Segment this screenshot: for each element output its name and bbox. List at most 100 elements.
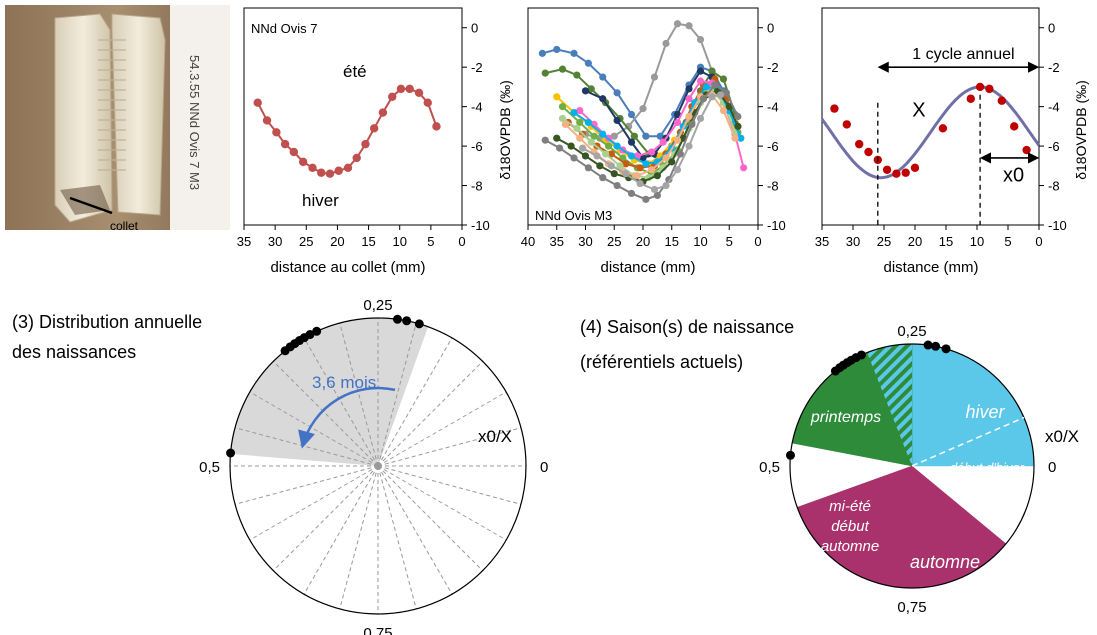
chart-2-point [602, 150, 610, 158]
chart-2-point [673, 20, 682, 28]
circle-3-ray [339, 322, 379, 467]
chart-2-point [636, 164, 644, 172]
chart-2-point [613, 116, 621, 125]
chart-1-point [423, 98, 432, 107]
chart-3-point [975, 82, 985, 92]
circle-3-ray [249, 391, 379, 467]
chart-2-point [558, 65, 567, 73]
chart-2-point [717, 91, 725, 99]
circle-4-axis-label: x0/X [1045, 427, 1079, 446]
chart-2-x-tick-label: 15 [665, 234, 679, 249]
chart-2-point [685, 95, 693, 103]
circle-3-ray [377, 465, 507, 541]
chart-2-point [642, 132, 650, 140]
chart-3-marks: 1 cycle annuel Xx0 [820, 46, 1041, 225]
chart-2-x-tick-label: 10 [693, 234, 707, 249]
chart-1-y-tick-label: -2 [471, 60, 483, 75]
circle-4-outline [789, 343, 1035, 589]
circle-3-birth-point [392, 314, 402, 324]
chart-3-point [830, 104, 839, 113]
chart-2-point [587, 85, 595, 93]
chart-2-point [673, 110, 682, 119]
chart-2-y-tick-label: -6 [767, 139, 779, 154]
chart-2-point [567, 142, 575, 150]
chart-2-point [610, 132, 618, 140]
circle-3-ray [234, 465, 379, 505]
circle-3-tick-labels: 0 0,25 0,5 0,75 [199, 297, 548, 635]
chart-2-point [653, 191, 661, 200]
circle-3-tick-label: 0,25 [363, 297, 392, 314]
circle-4-season-label-line: automne [821, 538, 879, 555]
chart-2-x-tick-label: 0 [754, 234, 761, 249]
chart-2-point [708, 93, 716, 101]
chart-2-point [673, 136, 682, 144]
chart-2-point [584, 164, 592, 172]
chart-1-point [308, 163, 317, 172]
circle-3-ray [303, 337, 379, 467]
chart-2-point [576, 134, 584, 142]
tooth-crown-right [111, 13, 166, 216]
chart-2-x-tick-label: 30 [578, 234, 592, 249]
circle-4-sub-label: début d'hiver [950, 460, 1025, 475]
chart-2-point [636, 179, 644, 188]
chart-2-point [685, 142, 693, 150]
chart-3-point [901, 168, 910, 177]
chart-2-point [556, 144, 564, 152]
chart-3-xlabel: distance (mm) [883, 259, 978, 276]
chart-2-point [584, 59, 592, 67]
photo-paper-label [170, 5, 230, 230]
chart-2-point [627, 138, 636, 146]
circle-3-ray [377, 465, 522, 505]
circle-3-title-line1: (3) Distribution annuelle [12, 312, 202, 332]
chart-2-point [719, 106, 728, 115]
chart-2-point [696, 77, 705, 85]
tooth-photo: collet 54.3.55 NNd Ovis 7 M3 [5, 5, 230, 233]
chart-1-point [405, 84, 414, 94]
chart-2-point [570, 108, 578, 117]
chart-1-x-tick-label: 35 [237, 234, 251, 249]
chart-2-point [656, 132, 664, 140]
chart-1-point [325, 169, 335, 178]
chart-2-y-ticks: 0 -2 -4 -6 -8 -10 [758, 21, 786, 233]
circle-3-ray [377, 360, 484, 467]
chart-2-point [541, 69, 549, 77]
chart-2-x-tick-label: 5 [726, 234, 733, 249]
circle-3-sector-fill [230, 317, 429, 466]
chart-2-x-tick-label: 40 [521, 234, 535, 249]
chart-2-point [725, 103, 733, 111]
chart-2-point [613, 89, 621, 97]
chart-1-y-tick-label: -4 [471, 100, 483, 115]
chart-1-point [432, 122, 441, 131]
chart-2-point [576, 118, 584, 127]
chart-1-y-tick-label: 0 [471, 21, 478, 36]
chart-3-point [855, 139, 864, 149]
chart-2-point [711, 81, 719, 89]
circle-3-title-line2: des naissances [12, 342, 136, 362]
circle-4-season-label: hiver [965, 402, 1005, 422]
circle-3-birth-point [402, 316, 412, 326]
circle-4-hatch-sector [867, 344, 912, 466]
chart-1-frame [243, 7, 463, 226]
chart-2-point [604, 142, 613, 150]
chart-2-point [737, 134, 745, 142]
circle-3-birth-point [312, 326, 322, 336]
chart-1-marks [253, 84, 441, 178]
chart-1-x-tick-label: 5 [427, 234, 434, 249]
chart-1-point [334, 166, 343, 175]
chart-2-point [662, 154, 670, 162]
chart-3-y-ticks: 0 -2 -4 -6 -8 -10 [1039, 21, 1067, 233]
chart-1-point [352, 153, 361, 163]
chart-1-point [280, 139, 290, 149]
chart-2-point [702, 83, 710, 91]
chart-2-point [599, 174, 607, 182]
circle-3-ray [249, 465, 379, 541]
chart-1-ylabel: δ18OVPDB (‰) [497, 80, 513, 180]
chart-2-point [648, 166, 656, 174]
circle-4-tick-label: 0 [1048, 459, 1056, 476]
circle-3-ray [377, 465, 453, 595]
chart-1-x-tick-label: 20 [330, 234, 344, 249]
circle-3-tick-label: 0,5 [199, 459, 220, 476]
chart-1-point [388, 92, 397, 101]
collet-pointer [69, 196, 113, 215]
chart-3-point [966, 94, 975, 103]
